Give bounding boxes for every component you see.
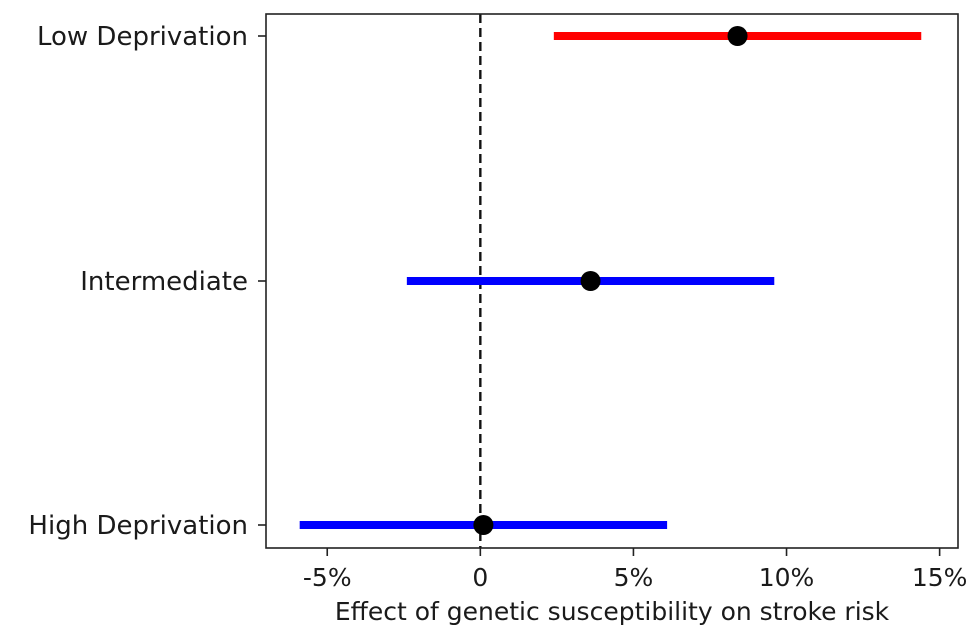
x-tick-label: 5% xyxy=(614,563,654,592)
estimate-point xyxy=(727,26,748,46)
y-tick-label: High Deprivation xyxy=(28,511,248,541)
x-axis-title: Effect of genetic susceptibility on stro… xyxy=(335,597,890,626)
x-tick-label: 0 xyxy=(472,563,488,592)
y-tick-layer: Low Deprivation Intermediate High Deprivat… xyxy=(28,22,266,541)
x-tick-label: 10% xyxy=(759,563,815,592)
x-tick-label: 15% xyxy=(912,563,968,592)
y-tick-label: Intermediate xyxy=(80,267,248,297)
estimate-point xyxy=(580,271,601,291)
estimate-point xyxy=(473,515,494,535)
y-tick-label: Low Deprivation xyxy=(37,22,248,52)
x-tick-layer: -5% 0 5% 10% 15% xyxy=(303,548,968,592)
x-tick-label: -5% xyxy=(303,563,352,592)
estimate-point-layer xyxy=(473,26,748,535)
